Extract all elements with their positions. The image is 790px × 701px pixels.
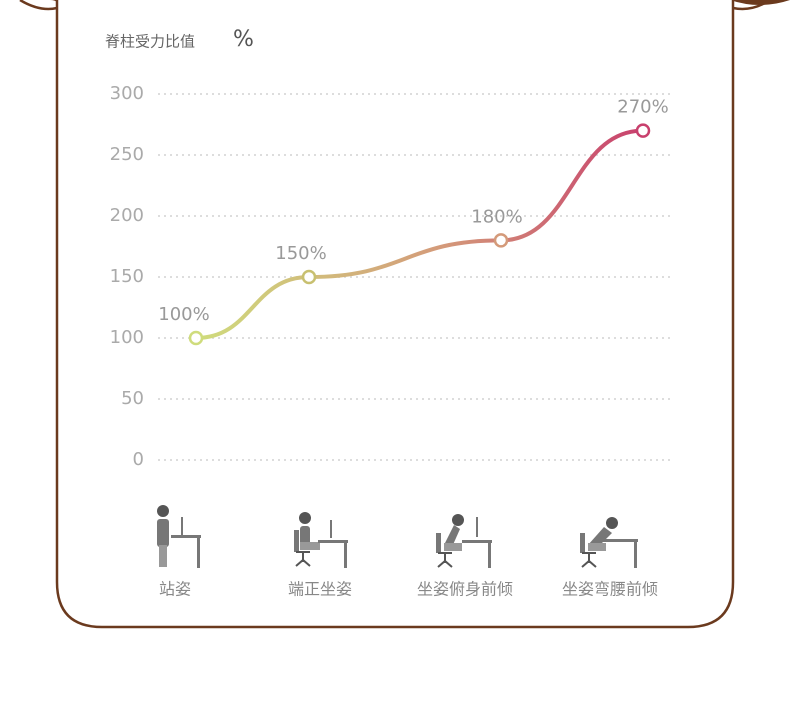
y-tick-label: 250: [110, 144, 144, 165]
posture-icons: [157, 505, 638, 568]
corner-edge: [732, 0, 771, 11]
x-tick-label: 端正坐姿: [288, 580, 352, 599]
x-tick-label: 坐姿俯身前倾: [417, 580, 513, 599]
point: [635, 123, 651, 138]
data-label: 100%: [158, 304, 209, 325]
data-label: 150%: [275, 243, 326, 264]
point: [493, 233, 509, 248]
y-tick-label: 200: [110, 205, 144, 226]
y-tick-label: 100: [110, 327, 144, 348]
line: [195, 128, 644, 340]
y-tick-label: 300: [110, 83, 144, 104]
y-tick-label: 50: [121, 388, 144, 409]
y-unit: %: [233, 27, 254, 52]
x-tick-label: 坐姿弯腰前倾: [562, 580, 658, 599]
card: [55, 0, 735, 629]
y-tick-label: 0: [133, 449, 144, 470]
x-tick-label: 站姿: [159, 580, 191, 599]
corner: [730, 0, 790, 5]
data-label: 270%: [617, 97, 668, 118]
point: [188, 330, 204, 346]
point: [301, 269, 317, 285]
data-label: 180%: [471, 206, 522, 227]
y-tick-label: 150: [110, 266, 144, 287]
chart-title: 脊柱受力比值: [105, 33, 195, 51]
corner-edge: [19, 0, 58, 11]
